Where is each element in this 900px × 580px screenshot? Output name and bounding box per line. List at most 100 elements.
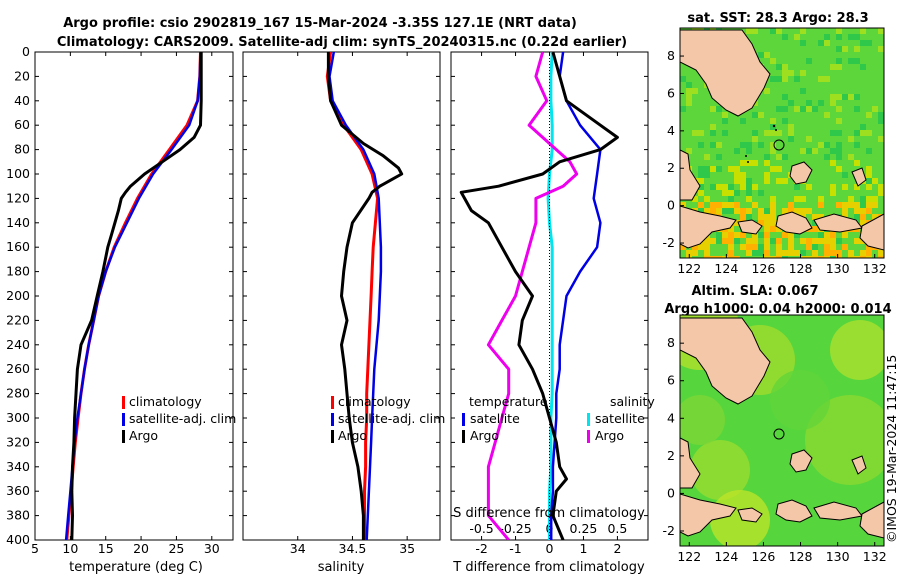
sst-cell: [686, 88, 692, 94]
sla-land-sulawesi-south: [680, 493, 737, 537]
sst-cell: [764, 130, 770, 136]
sla-anomaly-blob: [690, 440, 750, 500]
sst-cell: [764, 154, 770, 160]
sst-cell: [830, 256, 836, 258]
sst-cell: [824, 256, 830, 258]
sst-cell: [770, 76, 776, 82]
depth-tick-label: 340: [6, 459, 30, 474]
map-lon-label: 122: [677, 261, 701, 276]
sst-cell: [848, 250, 854, 256]
figure-title-line2: Climatology: CARS2009. Satellite-adj cli…: [57, 35, 627, 50]
sst-cell: [848, 58, 854, 64]
sst-cell: [836, 202, 842, 208]
sst-cell: [728, 202, 734, 208]
sst-cell: [812, 106, 818, 112]
sst-cell: [794, 196, 800, 202]
sst-cell: [746, 244, 752, 250]
sst-cell: [770, 214, 776, 220]
legend-argo-label: Argo: [129, 428, 158, 443]
sst-cell: [866, 244, 872, 250]
sst-cell: [860, 220, 866, 226]
sst-cell: [758, 112, 764, 118]
sst-cell: [842, 184, 848, 190]
sst-cell: [704, 238, 710, 244]
depth-tick-label: 200: [6, 288, 30, 303]
sst-cell: [800, 238, 806, 244]
sst-cell: [746, 250, 752, 256]
sst-land-buru-seram: [775, 211, 813, 235]
sst-cell: [716, 154, 722, 160]
sst-cell: [722, 190, 728, 196]
sst-cell: [698, 178, 704, 184]
map-lon-label: 130: [826, 261, 850, 276]
sst-cell: [878, 256, 884, 258]
sst-cell: [884, 184, 890, 190]
sst-cell: [770, 202, 776, 208]
sst-cell: [764, 226, 770, 232]
sal-legend-climatology-swatch: [331, 396, 334, 409]
sst-cell: [884, 214, 890, 220]
series-line-climatology: [65, 52, 202, 540]
sla-argo-position: [773, 428, 785, 440]
sst-cell: [872, 202, 878, 208]
depth-tick-label: 20: [14, 68, 30, 83]
sst-cell: [866, 256, 872, 258]
sst-cell: [722, 130, 728, 136]
sla-map: Altim. SLA: 0.067 Argo h1000: 0.04 h2000…: [663, 284, 892, 564]
sst-cell: [716, 208, 722, 214]
sst-cell: [758, 250, 764, 256]
map-lon-label: 130: [826, 549, 850, 564]
sst-cell: [764, 160, 770, 166]
sst-cell: [818, 232, 824, 238]
sst-cell: [770, 238, 776, 244]
sst-cell: [854, 34, 860, 40]
sst-cell: [854, 58, 860, 64]
sst-cell: [782, 106, 788, 112]
tdiff-legend-argo-label: Argo: [470, 428, 499, 443]
sst-cell: [746, 238, 752, 244]
sst-cell: [710, 238, 716, 244]
legend-satellite-swatch: [122, 413, 125, 426]
depth-tick-label: 60: [14, 117, 30, 132]
sst-cell: [758, 214, 764, 220]
sst-cell: [854, 184, 860, 190]
sst-cell: [764, 88, 770, 94]
sst-cell: [878, 190, 884, 196]
tdiff-legend-argo-swatch: [462, 430, 465, 443]
sst-cell: [734, 232, 740, 238]
map-lon-label: 124: [714, 549, 738, 564]
map-lat-label: 6: [667, 373, 675, 388]
sst-cell: [728, 196, 734, 202]
sst-cell: [800, 208, 806, 214]
sst-cell: [800, 40, 806, 46]
sst-cell: [806, 58, 812, 64]
sst-cell: [854, 142, 860, 148]
sst-cell: [860, 250, 866, 256]
sst-map-title: sat. SST: 28.3 Argo: 28.3: [687, 11, 868, 26]
sst-cell: [818, 196, 824, 202]
sst-cell: [812, 226, 818, 232]
sst-cell: [830, 100, 836, 106]
sst-cell: [752, 184, 758, 190]
sst-cell: [824, 112, 830, 118]
map-lat-label: 0: [667, 198, 675, 213]
sla-land-newguinea: [859, 501, 884, 539]
sst-cell: [782, 76, 788, 82]
sst-cell: [698, 244, 704, 250]
sst-cell: [812, 220, 818, 226]
sst-cell: [848, 202, 854, 208]
series-line-argo: [326, 52, 404, 540]
sst-cell: [734, 190, 740, 196]
sst-cell: [770, 148, 776, 154]
sst-cell: [764, 250, 770, 256]
sst-cell: [854, 160, 860, 166]
sst-cell: [782, 178, 788, 184]
sst-cell: [740, 244, 746, 250]
sst-cell: [740, 178, 746, 184]
series-line-temperature-argo: [459, 52, 619, 540]
sst-cell: [830, 184, 836, 190]
sdiff-legend-title: salinity: [610, 394, 655, 409]
sst-cell: [716, 184, 722, 190]
sst-cell: [794, 208, 800, 214]
sst-cell: [770, 124, 776, 130]
